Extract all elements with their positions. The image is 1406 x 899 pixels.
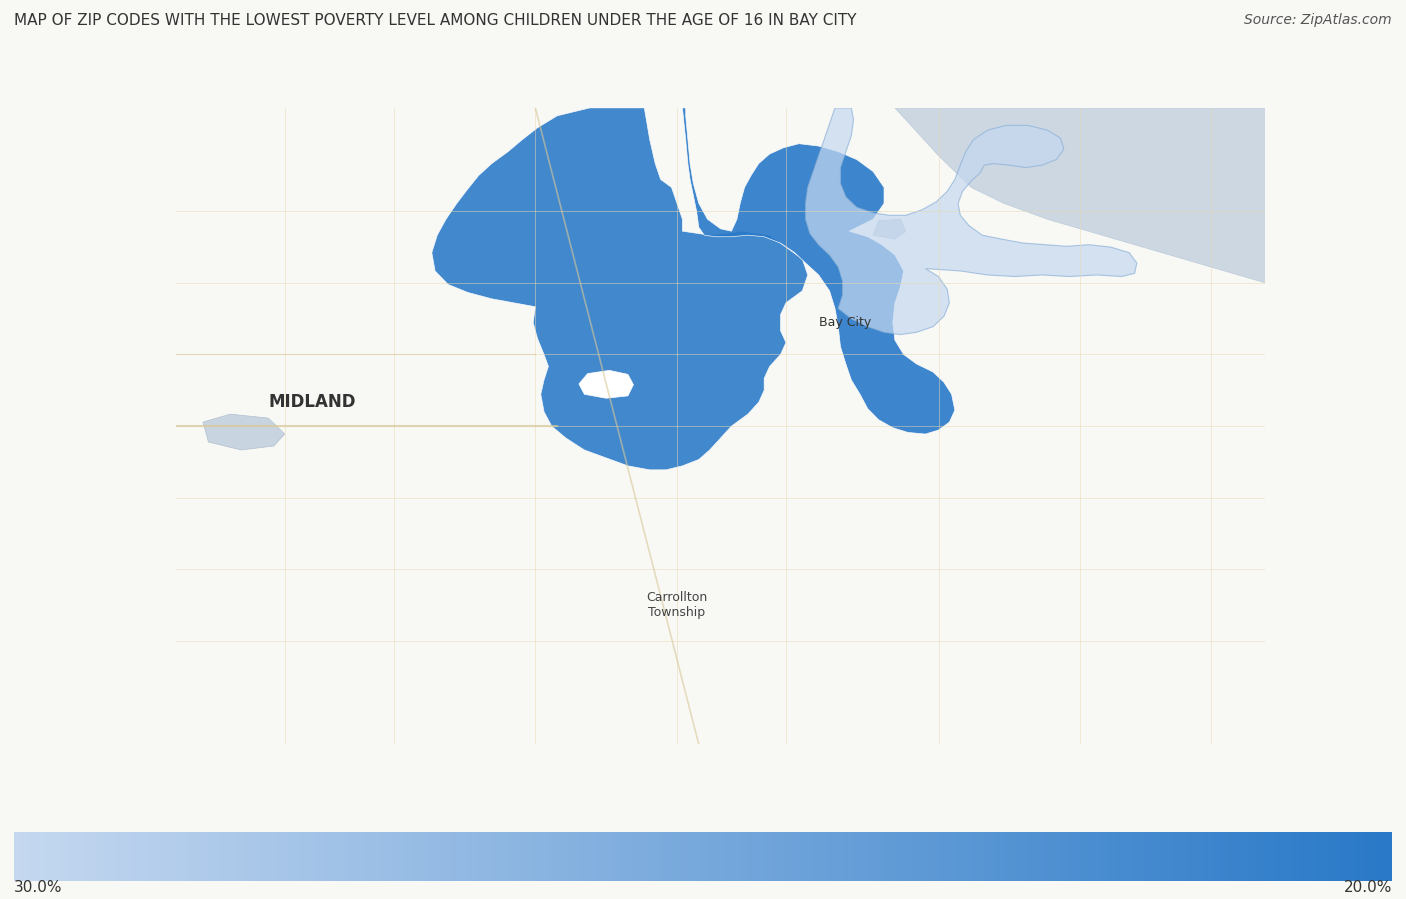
- Text: Source: ZipAtlas.com: Source: ZipAtlas.com: [1244, 13, 1392, 28]
- Polygon shape: [806, 108, 1137, 334]
- Polygon shape: [579, 370, 633, 398]
- Text: 30.0%: 30.0%: [14, 879, 62, 895]
- Polygon shape: [202, 414, 285, 450]
- Text: 20.0%: 20.0%: [1344, 879, 1392, 895]
- Polygon shape: [873, 219, 905, 239]
- Polygon shape: [896, 108, 1265, 283]
- Text: MIDLAND: MIDLAND: [269, 393, 356, 411]
- Text: MAP OF ZIP CODES WITH THE LOWEST POVERTY LEVEL AMONG CHILDREN UNDER THE AGE OF 1: MAP OF ZIP CODES WITH THE LOWEST POVERTY…: [14, 13, 856, 29]
- Polygon shape: [432, 108, 807, 470]
- Polygon shape: [682, 108, 955, 434]
- Text: Carrollton
Township: Carrollton Township: [647, 591, 707, 619]
- Text: Bay City: Bay City: [818, 316, 870, 329]
